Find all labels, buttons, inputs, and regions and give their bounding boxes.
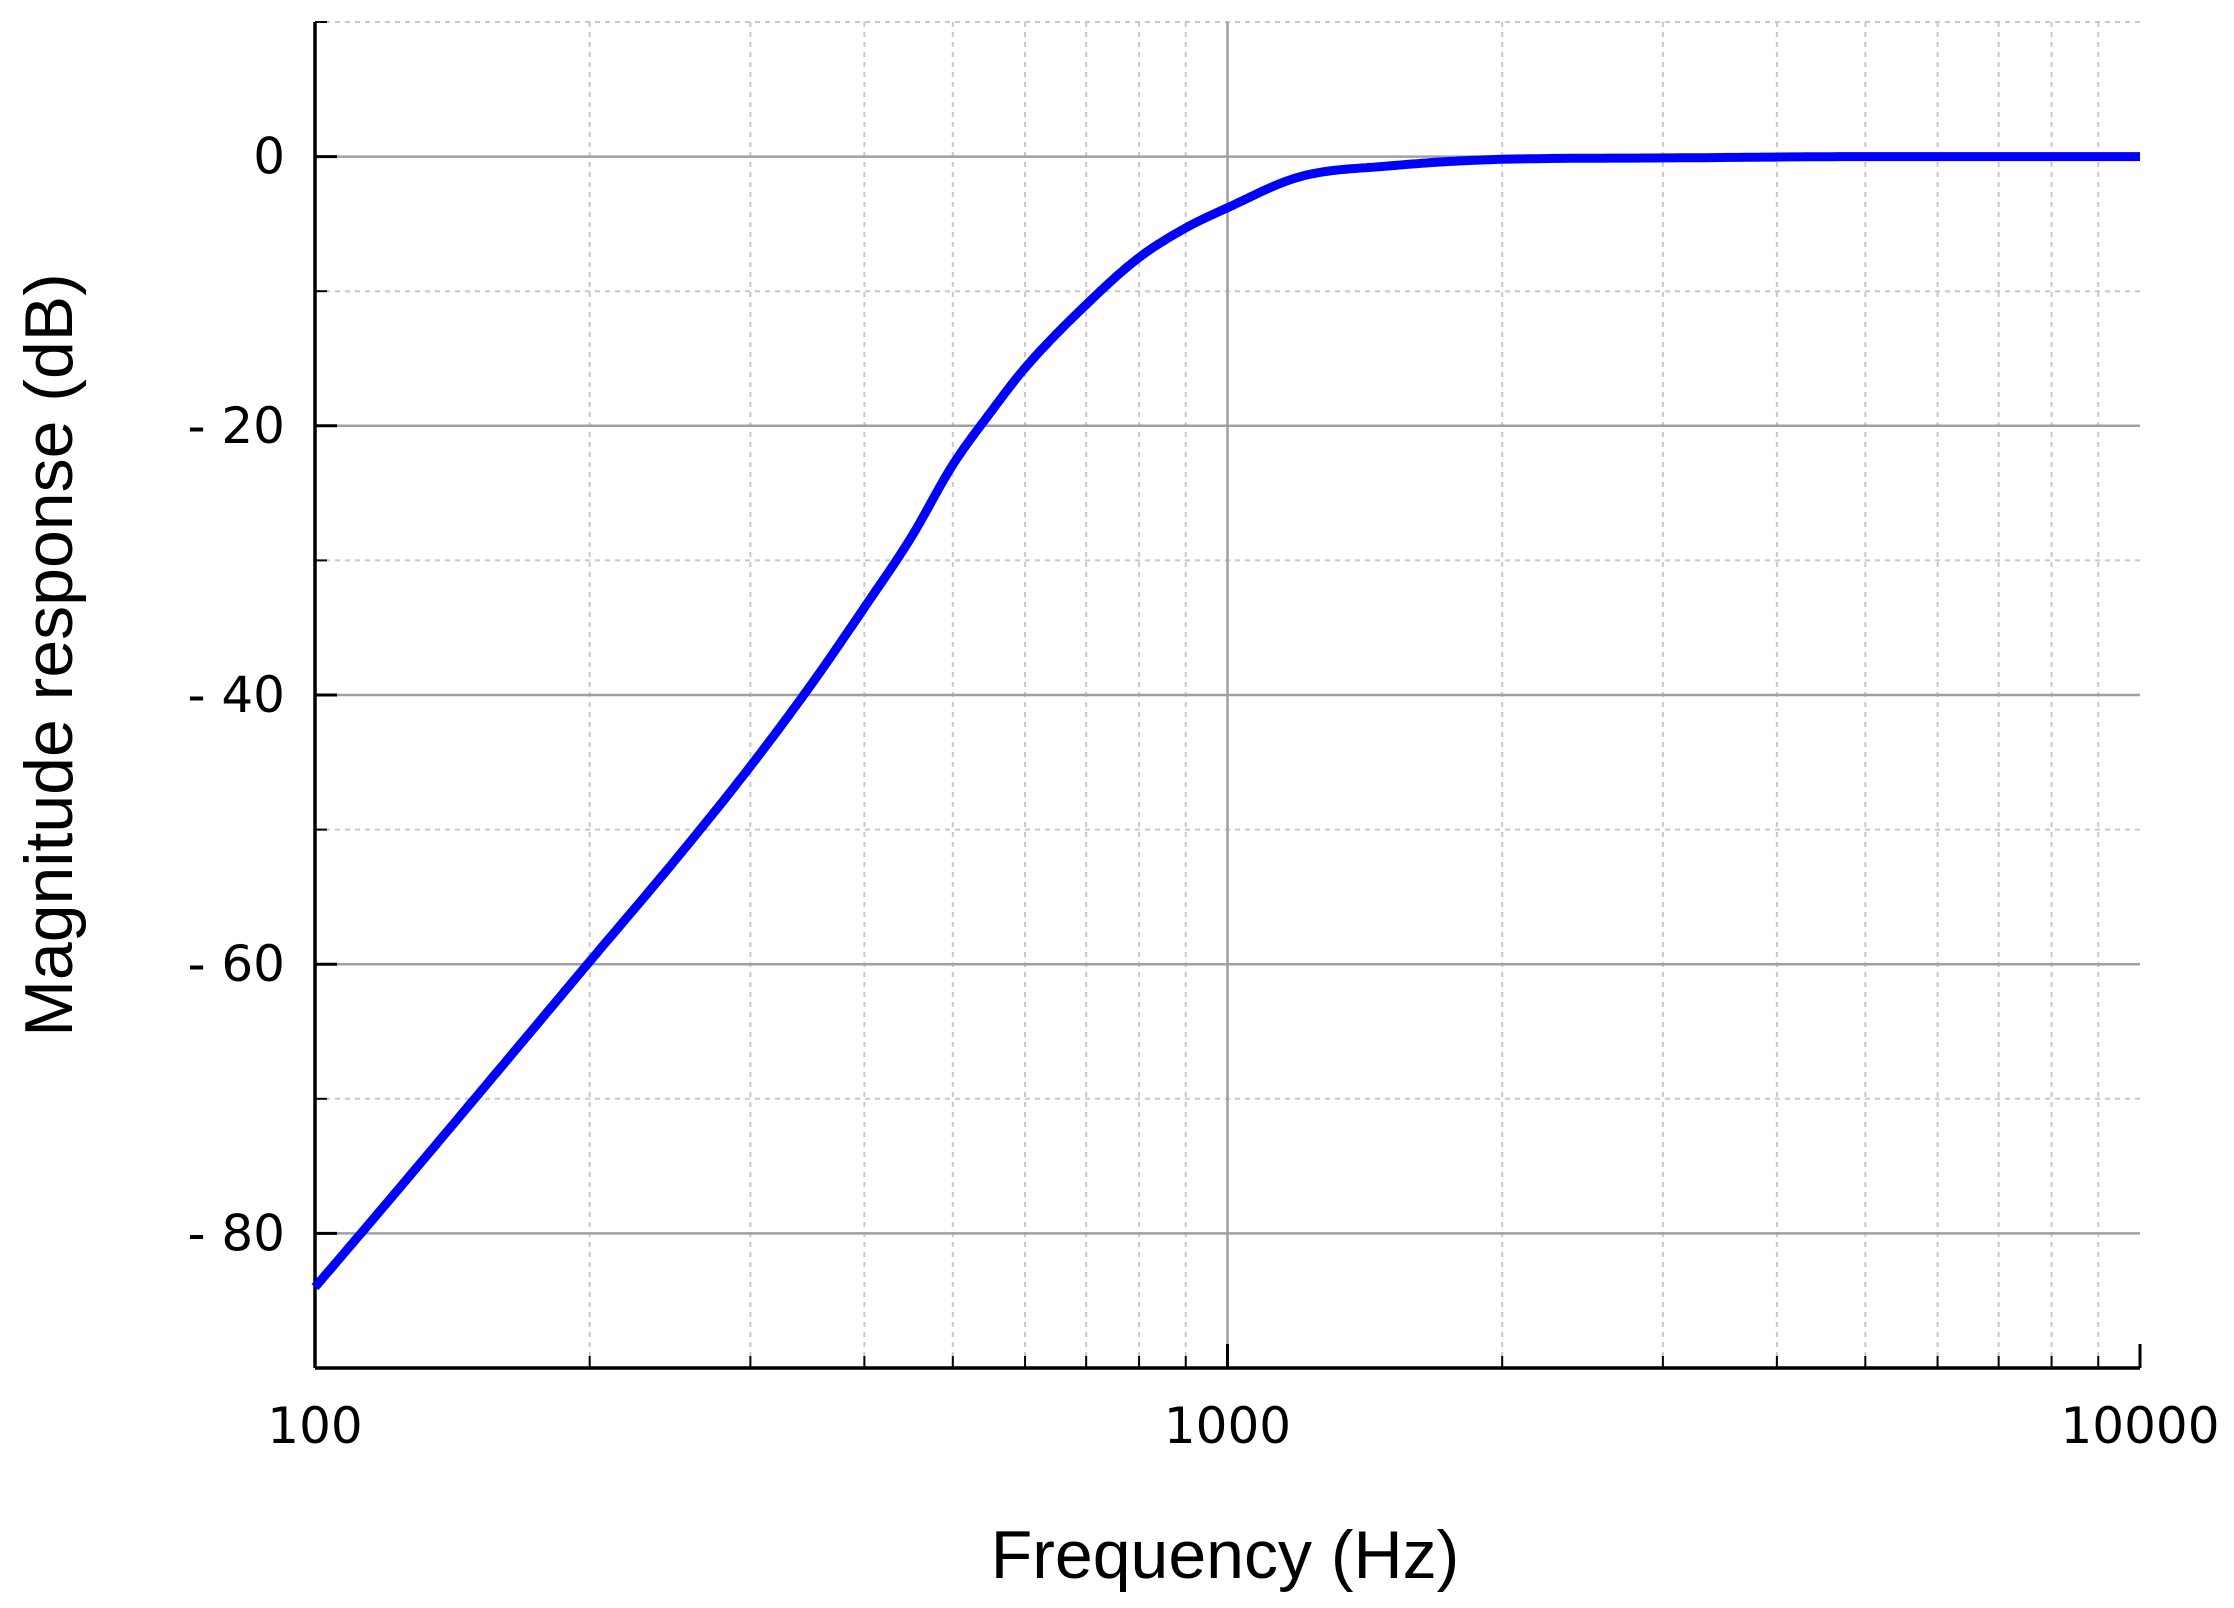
series-layer	[311, 152, 2140, 1291]
y-tick-label: - 40	[187, 666, 285, 724]
x-tick-label: 100	[267, 1397, 362, 1455]
y-tick-label: 0	[253, 128, 285, 186]
y-tick-label: - 60	[187, 935, 285, 993]
y-axis-title: Magnitude response (dB)	[11, 273, 87, 1037]
x-axis-title: Frequency (Hz)	[991, 1517, 1460, 1593]
y-tick-label: - 20	[187, 397, 285, 455]
y-tick-label: - 80	[187, 1204, 285, 1262]
tick-labels: 0 - 20 - 40 - 60 - 80 100 1000 10000	[187, 128, 2219, 1455]
axes	[313, 21, 2142, 1370]
x-tick-label: 1000	[1164, 1397, 1291, 1455]
series-line	[311, 152, 2140, 1291]
x-tick-label: 10000	[2060, 1397, 2219, 1455]
